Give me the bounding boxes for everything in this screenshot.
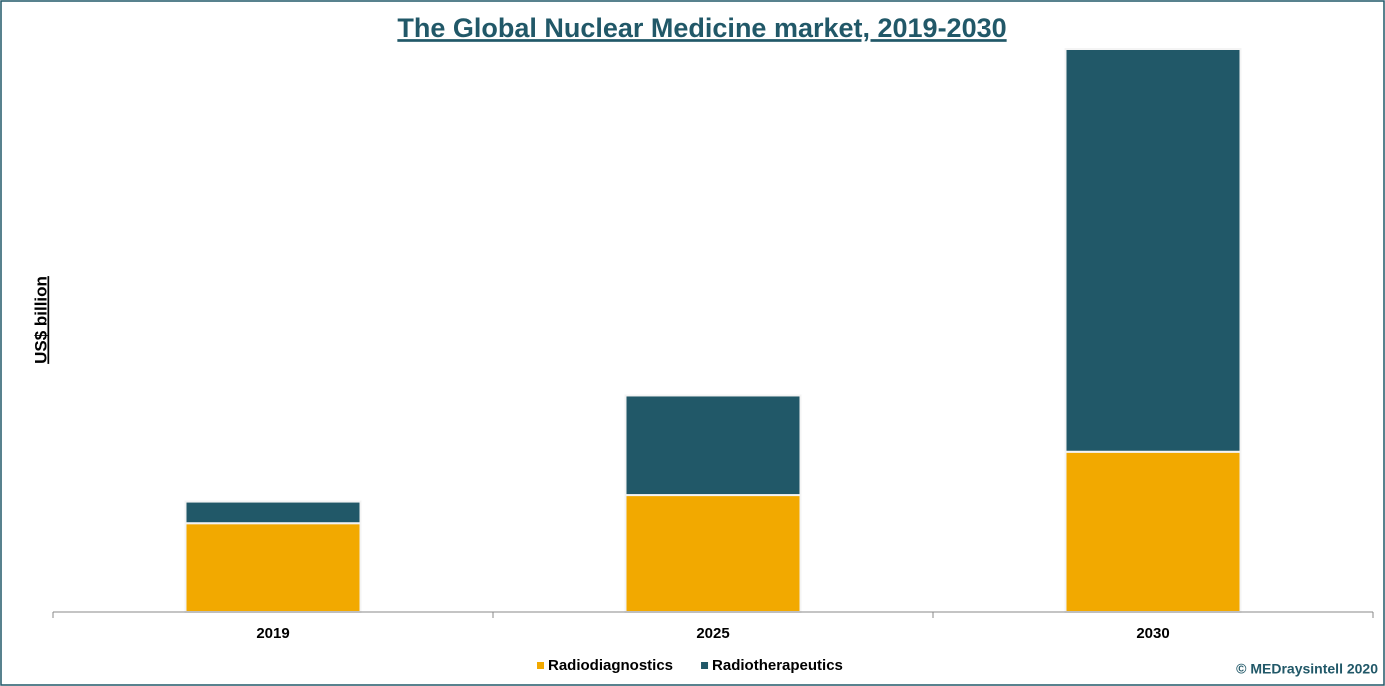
y-axis-label: US$ billion (31, 276, 50, 364)
bar-segment (1064, 48, 1242, 453)
bar-segment (624, 494, 802, 614)
x-tick-label: 2025 (696, 625, 729, 642)
legend-label: Radiodiagnostics (548, 657, 673, 674)
bar-segment (624, 394, 802, 497)
source: © MEDraysintell 2020 (1236, 661, 1378, 677)
legend-swatch (701, 662, 709, 669)
chart-title: The Global Nuclear Medicine market, 2019… (397, 13, 1006, 43)
legend-label: Radiotherapeutics (712, 657, 843, 674)
x-tick-label: 2030 (1136, 625, 1169, 642)
bar-segment (184, 500, 362, 525)
legend-swatch (537, 662, 544, 669)
bar-segment (184, 522, 362, 614)
bar-segment (1064, 450, 1242, 613)
x-tick-label: 2019 (256, 625, 289, 642)
